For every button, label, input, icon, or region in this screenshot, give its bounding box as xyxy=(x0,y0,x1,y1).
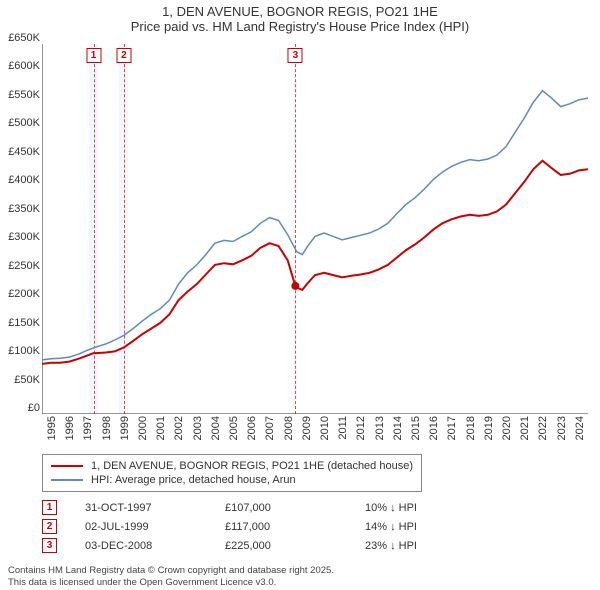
x-tick-label: 2008 xyxy=(283,416,295,440)
legend-item: 1, DEN AVENUE, BOGNOR REGIS, PO21 1HE (d… xyxy=(51,459,413,473)
y-tick-label: £550K xyxy=(2,89,40,101)
x-tick-label: 2018 xyxy=(465,416,477,440)
sales-table-row: 1 31-OCT-1997£107,00010% ↓ HPI xyxy=(42,498,582,517)
row-price: £107,000 xyxy=(225,502,365,514)
marker-flag: 1 xyxy=(86,48,101,63)
x-tick-label: 2005 xyxy=(228,416,240,440)
sales-table-row: 3 03-DEC-2008£225,00023% ↓ HPI xyxy=(42,536,582,555)
y-tick-label: £0 xyxy=(2,402,40,414)
x-tick-label: 2004 xyxy=(210,416,222,440)
legend-swatch xyxy=(51,479,83,481)
x-tick-label: 2000 xyxy=(137,416,149,440)
x-tick-label: 2016 xyxy=(428,416,440,440)
x-axis-labels: 1995 1996 1997 1998 1999 2000 2001 2002 2003 2004… xyxy=(42,414,588,448)
address-series-line xyxy=(42,161,588,364)
x-tick-label: 2020 xyxy=(501,416,513,440)
y-tick-label: £300K xyxy=(2,231,40,243)
x-tick-label: 2007 xyxy=(264,416,276,440)
x-tick-label: 1998 xyxy=(101,416,113,440)
row-date: 03-DEC-2008 xyxy=(85,540,225,552)
x-tick-label: 2003 xyxy=(192,416,204,440)
legend-label: HPI: Average price, detached house, Arun xyxy=(91,474,296,486)
y-tick-label: £650K xyxy=(2,32,40,44)
y-tick-label: £600K xyxy=(2,60,40,72)
x-tick-label: 1996 xyxy=(64,416,76,440)
x-tick-label: 2023 xyxy=(556,416,568,440)
x-tick-label: 2002 xyxy=(173,416,185,440)
x-tick-label: 2011 xyxy=(337,416,349,440)
x-tick-label: 2022 xyxy=(537,416,549,440)
x-tick-label: 2021 xyxy=(519,416,531,440)
x-tick-label: 1995 xyxy=(46,416,58,440)
x-tick-label: 2015 xyxy=(410,416,422,440)
legend-swatch xyxy=(51,465,83,467)
sale-point-marker xyxy=(291,282,299,290)
y-tick-label: £250K xyxy=(2,260,40,272)
row-hpi-delta: 14% ↓ HPI xyxy=(365,521,485,533)
legend-label: 1, DEN AVENUE, BOGNOR REGIS, PO21 1HE (d… xyxy=(91,460,413,472)
plot-area: £0£50K£100K£150K£200K£250K£300K£350K£400… xyxy=(42,44,588,414)
row-date: 31-OCT-1997 xyxy=(85,502,225,514)
hpi-series-line xyxy=(42,91,588,360)
y-tick-label: £500K xyxy=(2,117,40,129)
row-marker: 2 xyxy=(42,519,57,534)
row-price: £117,000 xyxy=(225,521,365,533)
x-tick-label: 2012 xyxy=(355,416,367,440)
row-date: 02-JUL-1999 xyxy=(85,521,225,533)
chart-subtitle: Price paid vs. HM Land Registry's House … xyxy=(0,19,600,38)
y-tick-label: £50K xyxy=(2,374,40,386)
sales-table-row: 2 02-JUL-1999£117,00014% ↓ HPI xyxy=(42,517,582,536)
row-marker: 3 xyxy=(42,538,57,553)
y-tick-label: £450K xyxy=(2,146,40,158)
y-tick-label: £200K xyxy=(2,288,40,300)
chart-title: 1, DEN AVENUE, BOGNOR REGIS, PO21 1HE xyxy=(0,0,600,19)
y-tick-label: £150K xyxy=(2,317,40,329)
sales-table: 1 31-OCT-1997£107,00010% ↓ HPI 2 02-JUL-199… xyxy=(42,498,582,555)
row-hpi-delta: 10% ↓ HPI xyxy=(365,502,485,514)
x-tick-label: 2013 xyxy=(374,416,386,440)
row-price: £225,000 xyxy=(225,540,365,552)
legend-item: HPI: Average price, detached house, Arun xyxy=(51,473,413,487)
legend-box: 1, DEN AVENUE, BOGNOR REGIS, PO21 1HE (d… xyxy=(42,454,422,492)
y-tick-label: £350K xyxy=(2,203,40,215)
x-tick-label: 2024 xyxy=(574,416,586,440)
footer-line-2: This data is licensed under the Open Gov… xyxy=(8,577,334,588)
y-tick-label: £100K xyxy=(2,345,40,357)
line-chart-svg xyxy=(42,44,588,414)
row-marker: 1 xyxy=(42,500,57,515)
marker-flag: 3 xyxy=(288,48,303,63)
x-tick-label: 2019 xyxy=(483,416,495,440)
axis-ticks xyxy=(42,44,570,414)
y-axis-labels: £0£50K£100K£150K£200K£250K£300K£350K£400… xyxy=(2,38,40,408)
footer-line-1: Contains HM Land Registry data © Crown c… xyxy=(8,565,334,576)
marker-flag: 2 xyxy=(116,48,131,63)
x-tick-label: 2006 xyxy=(246,416,258,440)
x-tick-label: 2009 xyxy=(301,416,313,440)
x-tick-label: 1999 xyxy=(119,416,131,440)
x-tick-label: 2014 xyxy=(392,416,404,440)
x-tick-label: 2010 xyxy=(319,416,331,440)
y-tick-label: £400K xyxy=(2,174,40,186)
row-hpi-delta: 23% ↓ HPI xyxy=(365,540,485,552)
chart-container: 1, DEN AVENUE, BOGNOR REGIS, PO21 1HE Pr… xyxy=(0,0,600,590)
x-tick-label: 2001 xyxy=(155,416,167,440)
footer-attribution: Contains HM Land Registry data © Crown c… xyxy=(8,565,334,588)
x-tick-label: 1997 xyxy=(82,416,94,440)
x-tick-label: 2017 xyxy=(446,416,458,440)
